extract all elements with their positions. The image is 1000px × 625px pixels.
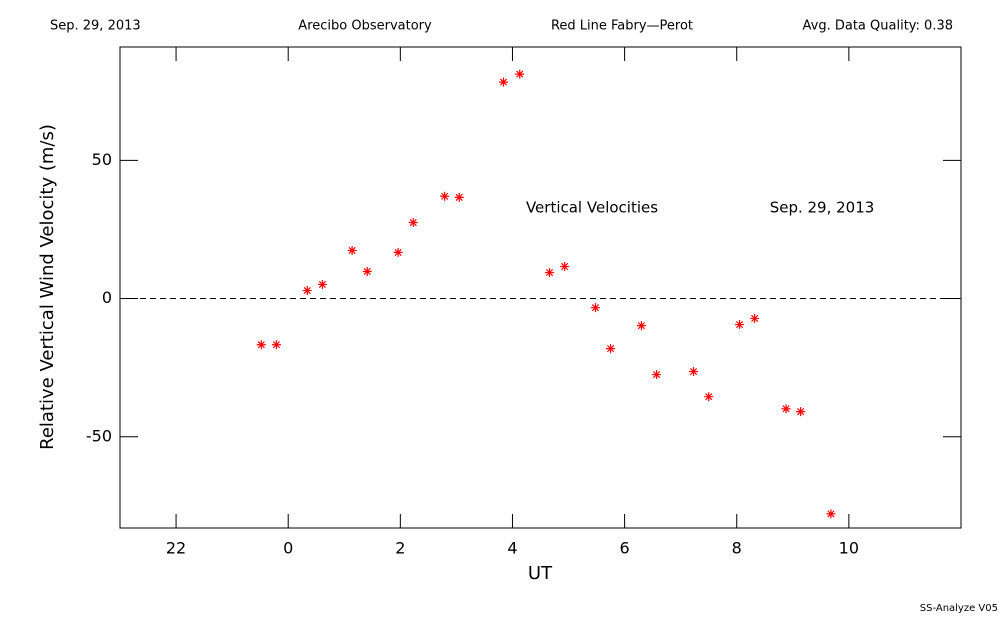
marker xyxy=(560,261,570,271)
header-date: Sep. 29, 2013 xyxy=(50,19,141,34)
x-tick-label: 2 xyxy=(395,539,405,558)
marker xyxy=(256,340,266,350)
marker xyxy=(271,340,281,350)
marker xyxy=(515,69,525,79)
y-tick-label: 50 xyxy=(92,150,112,169)
marker xyxy=(590,303,600,313)
header-instrument: Red Line Fabry—Perot xyxy=(551,19,693,34)
y-tick-label: 0 xyxy=(102,288,112,307)
marker xyxy=(408,218,418,228)
marker xyxy=(636,321,646,331)
marker xyxy=(362,266,372,276)
marker xyxy=(826,509,836,519)
marker xyxy=(454,192,464,202)
annotation: Sep. 29, 2013 xyxy=(770,199,875,217)
y-axis-label: Relative Vertical Wind Velocity (m/s) xyxy=(37,124,58,450)
marker xyxy=(735,320,745,330)
marker xyxy=(498,77,508,87)
x-tick-label: 4 xyxy=(507,539,517,558)
x-axis-label: UT xyxy=(528,563,553,584)
marker xyxy=(796,407,806,417)
x-tick-label: 8 xyxy=(732,539,742,558)
annotation: Vertical Velocities xyxy=(526,199,658,217)
header-quality: Avg. Data Quality: 0.38 xyxy=(803,19,953,34)
x-tick-label: 0 xyxy=(283,539,293,558)
marker xyxy=(652,370,662,380)
marker xyxy=(544,268,554,278)
footer: SS-Analyze V05 xyxy=(920,603,998,614)
marker xyxy=(704,392,714,402)
x-tick-label: 6 xyxy=(620,539,630,558)
marker xyxy=(393,247,403,257)
marker xyxy=(317,279,327,289)
marker xyxy=(302,286,312,296)
header-site: Arecibo Observatory xyxy=(298,19,432,34)
marker xyxy=(750,313,760,323)
plot-frame xyxy=(119,46,962,529)
x-tick-label: 22 xyxy=(166,539,186,558)
y-tick-label: -50 xyxy=(86,426,112,445)
marker xyxy=(347,245,357,255)
marker xyxy=(606,344,616,354)
marker xyxy=(440,191,450,201)
marker xyxy=(689,367,699,377)
marker xyxy=(781,404,791,414)
x-tick-label: 10 xyxy=(839,539,859,558)
